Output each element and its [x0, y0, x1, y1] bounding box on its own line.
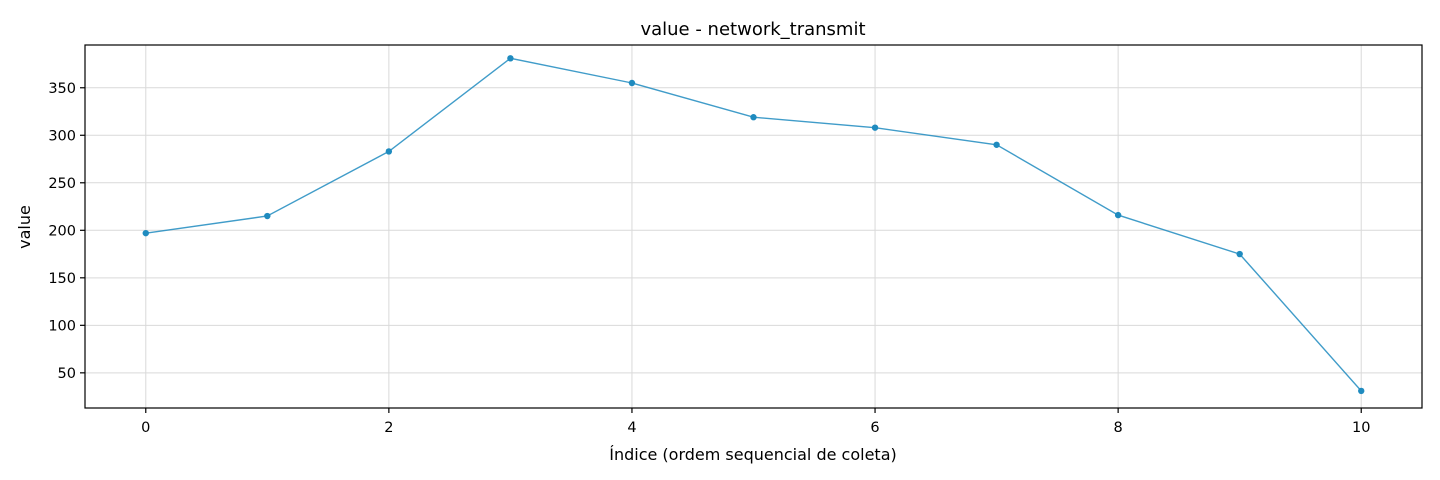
- y-axis-ticks: 50 100 150 200 250 300 350: [48, 81, 85, 382]
- x-axis-ticks: 0 2 4 6 8 10: [141, 408, 1370, 436]
- data-point: [142, 229, 149, 237]
- x-tick-label: 10: [1352, 420, 1370, 436]
- data-point: [385, 148, 393, 155]
- x-tick-label: 2: [384, 420, 393, 436]
- plot-frame: [84, 44, 1423, 409]
- x-axis-label: Índice (ordem sequencial de coleta): [609, 445, 897, 464]
- data-point: [750, 114, 757, 121]
- y-tick-label: 350: [48, 81, 76, 97]
- y-axis-label: value: [15, 205, 34, 249]
- x-tick-label: 0: [141, 420, 150, 436]
- series-line: [145, 57, 1362, 392]
- data-point: [993, 141, 1000, 148]
- y-tick-label: 50: [58, 366, 76, 382]
- y-tick-label: 200: [48, 223, 76, 239]
- y-tick-label: 150: [48, 271, 76, 287]
- y-tick-label: 100: [48, 318, 76, 334]
- data-point: [1236, 250, 1243, 258]
- x-tick-label: 6: [870, 420, 879, 436]
- data-point: [1114, 211, 1122, 219]
- x-tick-label: 8: [1114, 420, 1123, 436]
- data-point: [1358, 387, 1365, 395]
- y-tick-label: 300: [48, 128, 76, 144]
- x-tick-label: 4: [627, 420, 636, 436]
- data-point: [628, 79, 636, 87]
- grid: [85, 45, 1422, 408]
- data-point: [507, 55, 514, 62]
- data-point: [264, 212, 271, 220]
- y-tick-label: 250: [48, 176, 76, 192]
- chart-title: value - network_transmit: [640, 19, 865, 40]
- data-point: [871, 124, 879, 131]
- data-series: [142, 55, 1365, 395]
